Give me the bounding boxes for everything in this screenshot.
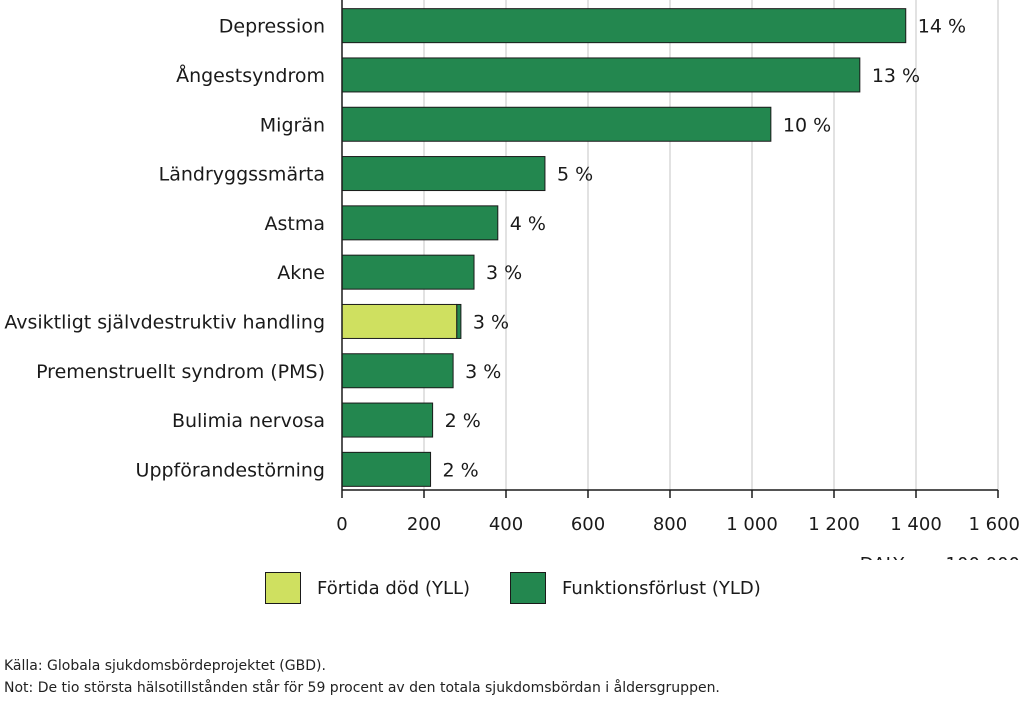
data-label: 2 % — [443, 459, 479, 481]
chart-notes: Källa: Globala sjukdomsbördeprojektet (G… — [4, 655, 720, 699]
legend-item-yld: Funktionsförlust (YLD) — [510, 572, 761, 604]
legend-swatch-yld — [510, 572, 547, 604]
category-label: Ländryggssmärta — [159, 164, 325, 186]
x-tick-label: 1 000 — [726, 514, 778, 535]
data-label: 14 % — [918, 16, 966, 38]
category-label: Premenstruellt syndrom (PMS) — [36, 361, 325, 383]
x-tick-label: 200 — [407, 514, 441, 535]
legend-label-yld: Funktionsförlust (YLD) — [562, 577, 761, 599]
x-tick-label: 400 — [489, 514, 523, 535]
x-tick-label: 1 200 — [808, 514, 860, 535]
data-label: 2 % — [445, 410, 481, 432]
data-label: 13 % — [872, 65, 920, 87]
x-tick-label: 1 400 — [890, 514, 942, 535]
category-label: Astma — [265, 213, 326, 235]
data-label: 3 % — [465, 361, 501, 383]
category-label: Avsiktligt självdestruktiv handling — [4, 311, 325, 333]
bar-yld — [341, 205, 499, 241]
legend-item-yll: Förtida död (YLL) — [265, 572, 470, 604]
category-label: Bulimia nervosa — [172, 410, 325, 432]
category-label: Migrän — [260, 114, 325, 136]
category-label: Ångestsyndrom — [176, 64, 325, 87]
bar-yld — [341, 353, 454, 389]
legend: Förtida död (YLL) Funktionsförlust (YLD) — [265, 572, 801, 604]
bar-chart: Depression 14 % Ångestsyndrom 13 % Migrän 10 … — [4, 0, 1020, 560]
bar-yld — [341, 156, 546, 192]
bar-yld — [341, 8, 907, 44]
x-tick-label: 0 — [336, 514, 347, 535]
legend-swatch-yll — [265, 572, 301, 604]
data-label: 3 % — [473, 311, 509, 333]
data-label: 10 % — [783, 114, 831, 136]
x-axis-title: DALY per 100 000 — [860, 554, 1020, 560]
bar-yld — [341, 254, 475, 290]
x-tick-label: 800 — [653, 514, 687, 535]
category-label: Depression — [219, 16, 325, 38]
bar-yld — [456, 303, 462, 339]
bar-yld — [341, 402, 434, 438]
bar-yld — [341, 451, 432, 487]
x-tick-label: 600 — [571, 514, 605, 535]
bar-yld — [341, 106, 772, 142]
legend-label-yll: Förtida död (YLL) — [317, 577, 471, 599]
bar-yll — [341, 303, 458, 339]
data-label: 5 % — [557, 164, 593, 186]
category-label: Akne — [277, 262, 325, 284]
source-note: Källa: Globala sjukdomsbördeprojektet (G… — [4, 658, 326, 674]
data-label: 4 % — [510, 213, 546, 235]
footnote: Not: De tio största hälsotillstånden stå… — [4, 680, 720, 696]
category-label: Uppförandestörning — [136, 459, 325, 481]
data-label: 3 % — [486, 262, 522, 284]
bar-yld — [341, 57, 861, 93]
x-tick-label: 1 600 — [968, 514, 1020, 535]
